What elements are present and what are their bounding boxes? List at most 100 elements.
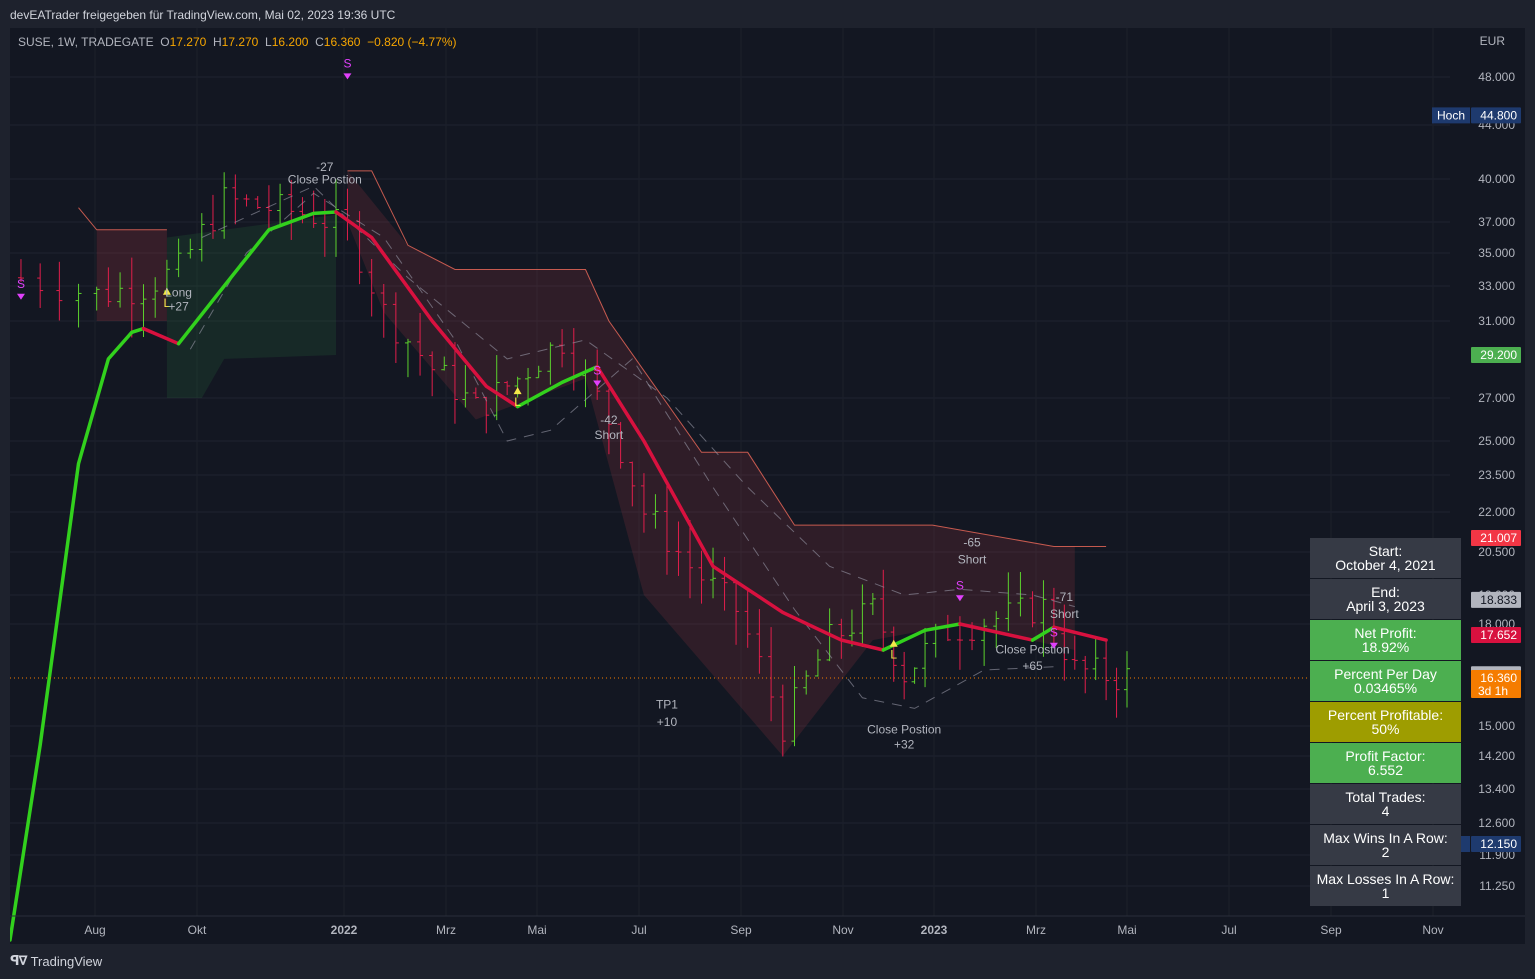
trend-segment (515, 364, 599, 409)
price-axis-badge-countdown: 3d 1h (1478, 684, 1508, 698)
ohlc-bar (451, 342, 458, 424)
short-signal-icon (955, 595, 964, 602)
trade-annotation: Short (1050, 607, 1079, 621)
time-tick-label: Nov (832, 923, 853, 937)
short-signal-label: S (593, 364, 601, 378)
stats-row-title: End: (1371, 584, 1400, 600)
time-tick-label: Okt (188, 923, 207, 937)
price-axis-badge-value: 18.833 (1480, 593, 1517, 607)
ohlc-bar (687, 520, 693, 599)
trade-annotation: Close Postion (996, 642, 1070, 656)
low-label: L (265, 35, 272, 49)
share-caption: devEATrader freigegeben für TradingView.… (0, 0, 1535, 28)
short-signal-icon (593, 380, 602, 387)
ohlc-bar (504, 380, 511, 396)
stats-row-title: Total Trades: (1345, 789, 1426, 805)
ohlc-bar (814, 649, 821, 677)
price-tick-label: 15.000 (1478, 719, 1515, 733)
trade-annotation: Long (165, 286, 192, 300)
ohlc-bar (859, 584, 866, 648)
ohlc-bar (640, 473, 647, 533)
ohlc-bar (380, 283, 387, 338)
ohlc-bar (710, 547, 717, 599)
stats-row-value: 1 (1381, 885, 1390, 901)
ohlc-bar (117, 272, 124, 308)
ohlc-bar (232, 174, 239, 225)
trade-annotation: -71 (1056, 590, 1074, 604)
price-tick-label: 14.200 (1478, 749, 1515, 763)
price-tick-label: 11.250 (1479, 879, 1515, 893)
ohlc-bar (462, 365, 469, 408)
short-signal-icon (16, 293, 25, 300)
ohlc-bar (17, 259, 24, 282)
trend-segment (595, 364, 886, 652)
trade-annotation: Short (958, 552, 987, 566)
stats-row: Max Losses In A Row: 1 (1310, 866, 1461, 906)
ohlc-bar (721, 556, 728, 611)
stats-row: Percent Per Day 0.03465% (1310, 661, 1461, 701)
open-value: 17.270 (169, 35, 207, 49)
ohlc-bar (254, 196, 261, 210)
ohlc-bar (56, 261, 63, 321)
chart-panel[interactable]: S S L Long +27 -27 Close Postion L S -42 Short TP1 +… (10, 28, 1525, 944)
ohlc-bar (901, 651, 908, 700)
ohlc-bar (187, 238, 194, 259)
stats-row: Profit Factor: 6.552 (1310, 743, 1461, 783)
stats-row-value: 18.92% (1361, 639, 1410, 655)
ohlc-bar (993, 611, 1000, 649)
price-tick-label: 40.000 (1478, 172, 1515, 186)
envelope-line (189, 192, 1054, 709)
time-tick-label: Sep (730, 923, 752, 937)
price-tick-label: 27.000 (1478, 391, 1515, 405)
time-tick-label: 2023 (921, 923, 948, 937)
ohlc-bar (1103, 639, 1110, 701)
time-tick-label: Sep (1320, 923, 1342, 937)
ohlc-bar (652, 494, 659, 529)
trade-annotation: -42 (600, 413, 618, 427)
trend-segment (334, 210, 520, 409)
price-axis-badge (1471, 107, 1521, 124)
ohlc-bar (981, 618, 988, 666)
long-signal-icon (513, 387, 522, 395)
ohlc-bar (1061, 604, 1068, 681)
ohlc-bar (605, 388, 612, 455)
change-value: −0.820 (−4.77%) (367, 35, 457, 49)
price-tick-label: 31.000 (1478, 314, 1515, 328)
high-value: 17.270 (221, 35, 259, 49)
price-tick-label: 22.000 (1478, 505, 1515, 519)
ohlc-bar (1029, 591, 1036, 628)
time-tick-label: Mrz (436, 923, 456, 937)
price-tick-label: 23.500 (1478, 468, 1515, 482)
ohlc-bar (663, 482, 670, 575)
short-signal-label: S (956, 578, 964, 592)
trade-annotation: +27 (168, 300, 189, 314)
ohlc-bar (175, 238, 182, 278)
envelope-line (201, 185, 1075, 608)
short-signal-icon (343, 73, 352, 80)
price-tick-label: 20.500 (1478, 545, 1515, 559)
ohlc-bar (128, 257, 135, 338)
time-tick-label: Mrz (1026, 923, 1046, 937)
symbol-name: SUSE, 1W, TRADEGATE (18, 35, 154, 49)
stats-row-title: Max Losses In A Row: (1316, 871, 1455, 887)
price-axis-badge (1471, 347, 1521, 363)
trade-annotation: +32 (894, 738, 915, 752)
trend-segment (1030, 625, 1056, 642)
stats-row: Total Trades: 4 (1310, 784, 1461, 824)
price-axis-badge (1471, 530, 1521, 546)
tradingview-logo[interactable]: ꟼ∇ TradingView (10, 953, 102, 969)
ohlc-bar (321, 198, 328, 257)
ohlc-bar (37, 263, 44, 308)
ohlc-bar (848, 609, 855, 647)
stats-row: Net Profit: 18.92% (1310, 620, 1461, 660)
short-stop-zone-main (347, 170, 1075, 756)
time-axis: Aug Okt 2022 Mrz Mai Jul Sep Nov 2023 Mrz Mai Jul Se… (10, 915, 1525, 937)
price-axis-badge (1471, 627, 1521, 643)
stats-row-value: 50% (1371, 721, 1400, 737)
tradingview-brand: TradingView (30, 953, 103, 969)
ohlc-bar (243, 194, 250, 207)
short-signal-label: S (17, 277, 25, 291)
long-stop-zone (166, 214, 336, 398)
time-tick-label: Mai (527, 923, 546, 937)
